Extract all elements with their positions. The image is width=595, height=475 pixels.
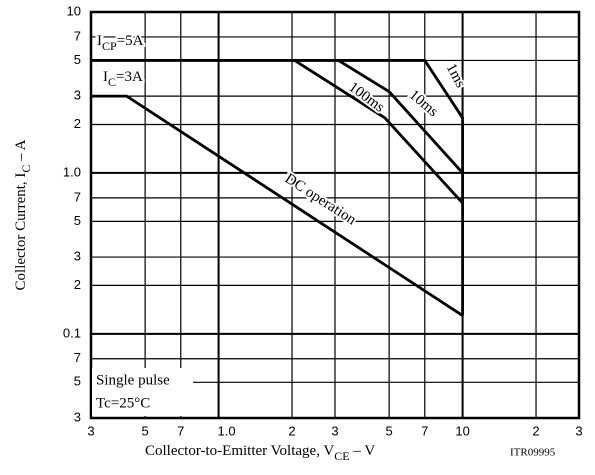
x-tick-label: 2 xyxy=(532,423,539,438)
y-tick-label: 0.1 xyxy=(63,325,81,340)
annotation-main: I xyxy=(103,69,108,85)
x-axis-title-rest: – V xyxy=(350,443,376,459)
y-tick-label: 2 xyxy=(74,116,81,131)
y-tick-label: 1.0 xyxy=(63,164,81,179)
x-axis-title: Collector-to-Emitter Voltage, VCE – V xyxy=(145,443,375,462)
annotation-sub: C xyxy=(108,75,116,89)
x-tick-label: 7 xyxy=(421,423,428,438)
series-line xyxy=(293,59,464,204)
y-tick-label: 3 xyxy=(74,249,81,264)
y-tick-label: 7 xyxy=(74,350,81,365)
y-tick-label: 7 xyxy=(74,28,81,43)
y-tick-label: 5 xyxy=(74,213,81,228)
annotation-rest: =5A xyxy=(117,33,144,49)
x-tick-label: 3 xyxy=(87,423,94,438)
y-tick-label: 3 xyxy=(74,409,81,424)
note-box xyxy=(92,368,193,416)
y-tick-label: 10 xyxy=(67,3,81,18)
x-tick-label: 2 xyxy=(288,423,295,438)
x-tick-label: 1.0 xyxy=(218,423,236,438)
annotation: IC=3A xyxy=(103,69,143,88)
y-tick-label: 3 xyxy=(74,88,81,103)
x-tick-label: 10 xyxy=(455,423,469,438)
series-line xyxy=(337,59,464,174)
y-tick-label: 5 xyxy=(74,52,81,67)
y-axis-title-rest: – A xyxy=(13,139,29,164)
x-tick-label: 5 xyxy=(386,423,393,438)
figure-code: ITR09995 xyxy=(510,447,556,459)
series-label: 1ms xyxy=(443,61,469,91)
note: Single pulse xyxy=(96,372,170,388)
annotation-rest: =3A xyxy=(116,69,143,85)
y-tick-label: 5 xyxy=(74,374,81,389)
y-axis-title-main: Collector Current, I xyxy=(13,173,29,291)
x-tick-label: 3 xyxy=(331,423,338,438)
x-axis-title-main: Collector-to-Emitter Voltage, V xyxy=(145,443,334,459)
annotation: ICP=5A xyxy=(97,33,144,52)
y-axis-title: Collector Current, IC – A xyxy=(13,139,32,290)
series-label: DC operation xyxy=(282,171,359,229)
x-tick-label: 5 xyxy=(142,423,149,438)
series-line xyxy=(91,94,464,317)
plot-frame xyxy=(89,10,581,420)
x-axis-title-sub: CE xyxy=(334,449,349,463)
annotation-main: I xyxy=(97,33,102,49)
y-tick-label: 7 xyxy=(74,189,81,204)
series-line xyxy=(91,59,464,316)
y-axis-title-sub: C xyxy=(19,165,33,173)
y-tick-label: 2 xyxy=(74,277,81,292)
x-tick-label: 7 xyxy=(177,423,184,438)
x-tick-label: 3 xyxy=(575,423,582,438)
note: Tc=25°C xyxy=(96,395,150,411)
annotation-sub: CP xyxy=(102,39,117,53)
